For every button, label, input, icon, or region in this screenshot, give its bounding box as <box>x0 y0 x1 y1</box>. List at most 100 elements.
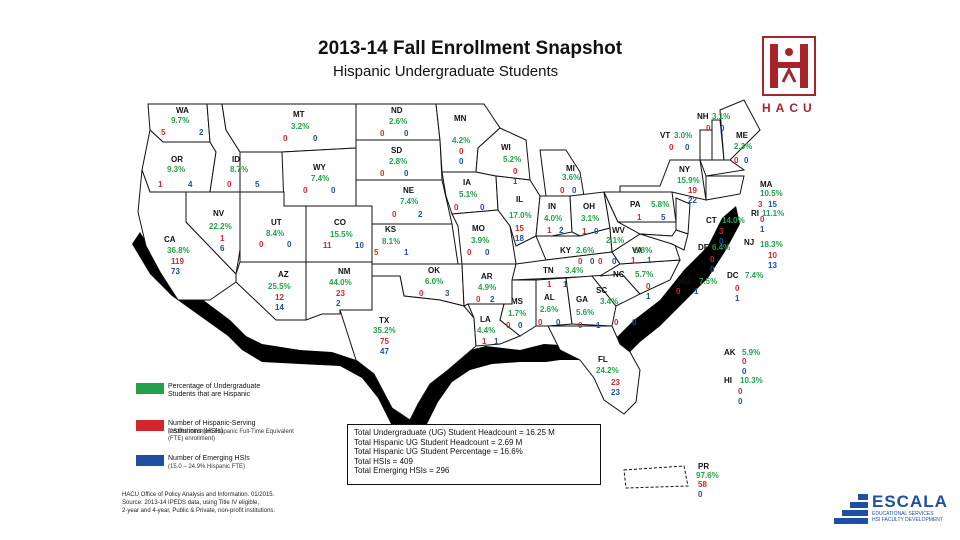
total-ug-headcount: Total Undergraduate (UG) Student Headcou… <box>354 428 555 437</box>
state-ehsi-count-id: 5 <box>255 180 260 189</box>
state-label-pa: PA <box>630 200 641 209</box>
legend-hsi-label: Number of Hispanic-Serving Institutions … <box>168 420 256 435</box>
state-hsi-count-la: 1 <box>482 337 487 346</box>
state-hsi-count-pr: 58 <box>698 480 707 489</box>
map-shadow <box>132 206 740 436</box>
legend-ehsi-note: (15.0 – 24.9% Hispanic FTE) <box>168 464 246 470</box>
state-pct-ok: 6.0% <box>425 277 444 286</box>
state-pct-mo: 3.9% <box>471 236 490 245</box>
state-ehsi-count-ms: 0 <box>518 321 523 330</box>
escala-tagline: EDUCATIONAL SERVICES HSI FACULTY DEVELOP… <box>872 511 943 523</box>
state-label-wv: WV <box>612 226 625 235</box>
state-label-ky: KY <box>560 246 572 255</box>
state-ehsi-count-ar: 2 <box>490 295 495 304</box>
state-pct-ct: 14.0% <box>722 216 745 225</box>
state-label-mo: MO <box>472 224 485 233</box>
total-hispanic-headcount: Total Hispanic UG Student Headcount = 2.… <box>354 437 523 447</box>
state-hsi-count-md: 0 <box>676 287 681 296</box>
source-line: HACU Office of Policy Analysis and Infor… <box>122 492 275 498</box>
state-ehsi-count-co: 10 <box>355 241 364 250</box>
state-label-ri: RI <box>751 209 759 218</box>
state-label-ny: NY <box>679 165 691 174</box>
state-ehsi-count-ak: 0 <box>742 367 747 376</box>
state-label-tn: TN <box>543 266 554 275</box>
state-hsi-count-wv: 0 <box>598 257 603 266</box>
state-pct-nc: 5.7% <box>635 270 654 279</box>
state-pct-pr: 97.6% <box>696 471 719 480</box>
state-hsi-count-ia: 0 <box>454 203 459 212</box>
map-states <box>137 99 761 421</box>
state-ehsi-count-nd: 0 <box>404 129 409 138</box>
state-pct-me: 2.3% <box>734 142 753 151</box>
state-shape-ma <box>699 159 746 177</box>
state-hsi-count-mn: 0 <box>459 147 464 156</box>
state-ehsi-count-or: 4 <box>188 180 193 189</box>
state-hsi-count-sc: 0 <box>614 318 619 327</box>
state-hsi-count-in: 1 <box>547 226 552 235</box>
state-hsi-count-pa: 1 <box>637 213 642 222</box>
state-shape-fl <box>547 325 641 415</box>
state-hsi-count-nh: 0 <box>706 124 711 133</box>
state-hsi-count-ma: 3 <box>758 200 763 209</box>
state-hsi-count-co: 11 <box>323 241 332 250</box>
state-label-nc: NC <box>613 270 625 279</box>
state-pct-la: 4.4% <box>477 326 496 335</box>
state-pct-ca: 36.8% <box>167 246 190 255</box>
state-pct-ut: 8.4% <box>266 229 285 238</box>
state-pct-tx: 35.2% <box>373 326 396 335</box>
state-ehsi-count-oh: 0 <box>594 227 599 236</box>
state-shape-al <box>535 277 573 327</box>
state-shape-az <box>235 261 307 321</box>
state-hsi-count-ct: 3 <box>719 227 724 236</box>
state-hsi-count-az: 12 <box>275 293 284 302</box>
state-pct-nd: 2.6% <box>389 117 408 126</box>
state-label-nd: ND <box>391 106 403 115</box>
state-hsi-count-or: 1 <box>158 180 163 189</box>
totals-box: Total Undergraduate (UG) Student Headcou… <box>347 424 601 485</box>
state-label-nm: NM <box>338 267 351 276</box>
state-hsi-count-ca: 119 <box>171 257 184 266</box>
state-ehsi-count-ne: 2 <box>418 210 423 219</box>
state-hsi-count-mt: 0 <box>283 134 288 143</box>
source-note: HACU Office of Policy Analysis and Infor… <box>122 491 322 515</box>
state-ehsi-count-ma: 15 <box>768 200 777 209</box>
state-ehsi-count-ut: 0 <box>287 240 292 249</box>
state-hsi-count-il: 15 <box>515 224 524 233</box>
state-pct-nj: 18.3% <box>760 240 783 249</box>
state-pct-mn: 4.2% <box>452 136 471 145</box>
state-pct-nh: 3.1% <box>712 112 731 121</box>
state-ehsi-count-al: 0 <box>556 318 561 327</box>
state-ehsi-count-ok: 3 <box>445 289 450 298</box>
state-label-ks: KS <box>385 225 397 234</box>
state-pct-ia: 5.1% <box>459 190 478 199</box>
state-ehsi-count-mi: 0 <box>572 186 577 195</box>
state-label-va: VA <box>632 246 643 255</box>
state-label-fl: FL <box>598 355 608 364</box>
state-pct-ky: 2.6% <box>576 246 595 255</box>
state-pct-ks: 8.1% <box>382 237 401 246</box>
state-ehsi-count-vt: 0 <box>685 143 690 152</box>
state-label-nh: NH <box>697 112 709 121</box>
state-pct-md: 7.5% <box>699 277 718 286</box>
source-line: 2-year and 4-year, Public & Private, non… <box>122 508 276 514</box>
state-label-la: LA <box>480 315 491 324</box>
state-hsi-count-ar: 0 <box>476 295 481 304</box>
state-label-wa: WA <box>176 106 189 115</box>
hacu-emblem <box>762 36 816 96</box>
state-label-mi: MI <box>566 164 575 173</box>
state-label-ga: GA <box>576 295 588 304</box>
state-hsi-count-mo: 0 <box>467 248 472 257</box>
state-hsi-count-wa: 5 <box>161 128 166 137</box>
escala-wordmark: ESCALA <box>872 492 948 511</box>
state-pct-ma: 10.5% <box>760 189 783 198</box>
state-pct-ri: 11.1% <box>762 209 785 218</box>
state-hsi-count-ny: 19 <box>688 186 697 195</box>
state-hsi-count-oh: 1 <box>582 227 587 236</box>
state-hsi-count-id: 0 <box>227 180 232 189</box>
state-ehsi-count-ny: 22 <box>688 196 697 205</box>
state-shape-de-md <box>639 229 689 251</box>
state-ehsi-count-mo: 0 <box>485 248 490 257</box>
state-label-or: OR <box>171 155 183 164</box>
state-ehsi-count-ca: 73 <box>171 267 180 276</box>
state-pct-dc: 7.4% <box>745 271 764 280</box>
